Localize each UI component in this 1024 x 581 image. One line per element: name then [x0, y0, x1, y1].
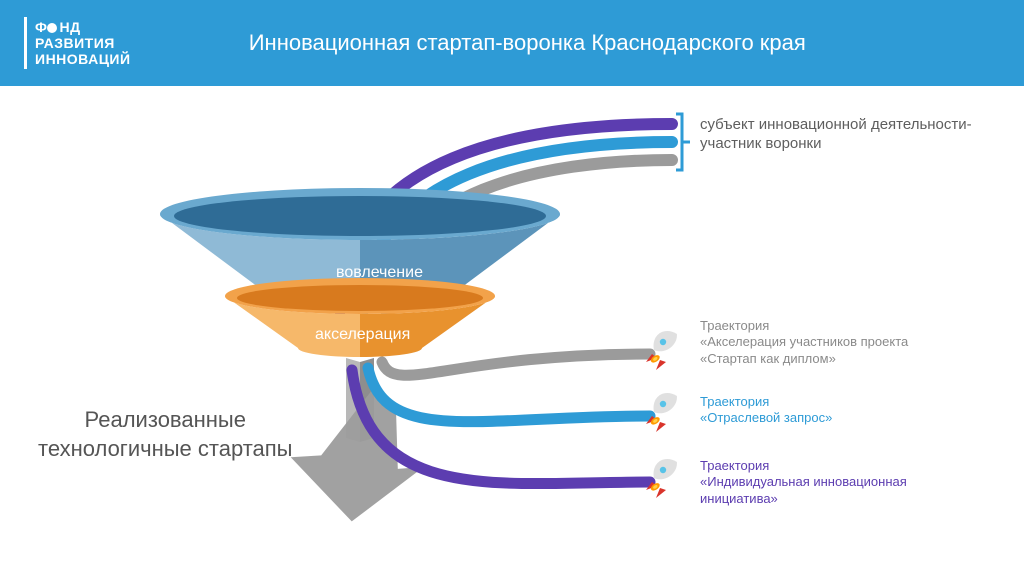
- logo-dot-icon: [47, 23, 57, 33]
- trajectory-label-1: Траектория«Отраслевой запрос»: [700, 394, 832, 427]
- trajectory-label-0: Траектория«Акселерация участников проект…: [700, 318, 908, 367]
- logo-text: ФНД РАЗВИТИЯ ИННОВАЦИЙ: [35, 19, 131, 67]
- diagram-canvas: субъект инновационной деятельности- учас…: [0, 86, 1024, 576]
- funnel-stage-1-label: вовлечение: [336, 264, 423, 282]
- logo-line3: ИННОВАЦИЙ: [35, 51, 131, 67]
- trajectory-name-l1: «Акселерация участников проекта: [700, 334, 908, 350]
- trajectory-title: Траектория: [700, 394, 832, 410]
- trajectory-name-l1: «Индивидуальная инновационная: [700, 474, 907, 490]
- output-label: Реализованные технологичные стартапы: [38, 406, 293, 463]
- input-label-line2: участник воронки: [700, 135, 972, 154]
- input-label-line1: субъект инновационной деятельности-: [700, 116, 972, 135]
- trajectory-name-l2: «Стартап как диплом»: [700, 351, 908, 367]
- trajectory-label-2: Траектория«Индивидуальная инновационнаяи…: [700, 458, 907, 507]
- output-label-line1: Реализованные: [38, 406, 293, 435]
- funnel-stage-2-label: акселерация: [315, 326, 410, 344]
- logo-line2: РАЗВИТИЯ: [35, 35, 131, 51]
- logo-line1: Ф: [35, 19, 47, 35]
- input-label: субъект инновационной деятельности- учас…: [700, 116, 972, 154]
- trajectory-name-l1: «Отраслевой запрос»: [700, 410, 832, 426]
- trajectory-title: Траектория: [700, 458, 907, 474]
- trajectory-title: Траектория: [700, 318, 908, 334]
- header: ФНД РАЗВИТИЯ ИННОВАЦИЙ Инновационная ста…: [0, 0, 1024, 86]
- logo: ФНД РАЗВИТИЯ ИННОВАЦИЙ: [24, 17, 131, 69]
- trajectory-name-l2: инициатива»: [700, 491, 907, 507]
- page-title: Инновационная стартап-воронка Краснодарс…: [131, 30, 1024, 56]
- logo-divider: [24, 17, 27, 69]
- output-label-line2: технологичные стартапы: [38, 435, 293, 464]
